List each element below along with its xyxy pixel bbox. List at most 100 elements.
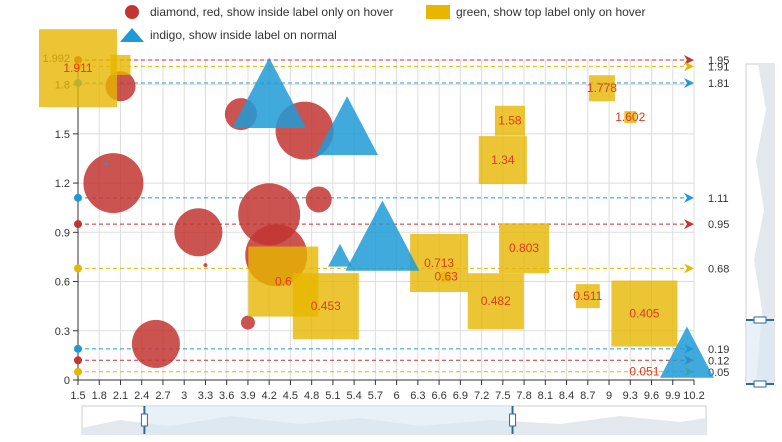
x-tick-label: 4.2 [262, 390, 277, 402]
y-zoom-grip-icon[interactable] [753, 380, 767, 388]
green-square-point[interactable] [39, 29, 117, 108]
mark-line-start-dot [74, 356, 82, 365]
point-label: 1.911 [63, 61, 92, 75]
x-tick-label: 2.4 [134, 390, 149, 402]
x-tick-label: 4.5 [283, 390, 298, 402]
mark-line-arrow [684, 192, 694, 203]
legend: diamond, red, show inside label only on … [120, 5, 645, 42]
mark-line-label: 0.19 [708, 344, 729, 356]
mark-line-arrow [684, 219, 694, 230]
mark-line-arrow [684, 61, 694, 72]
x-zoom-window[interactable] [144, 406, 513, 434]
x-tick-label: 10.2 [683, 390, 704, 402]
green-square-point[interactable] [611, 280, 678, 347]
mark-line-label: 1.95 [708, 55, 729, 67]
red-circle-point[interactable] [305, 186, 332, 213]
x-tick-label: 6.9 [453, 390, 468, 402]
y-tick-label: 0.6 [55, 277, 70, 289]
x-tick-label: 8.4 [559, 390, 574, 402]
green-square-point[interactable] [624, 111, 637, 124]
mark-line-label: 0.12 [708, 355, 729, 367]
x-tick-label: 5.7 [368, 390, 383, 402]
x-tick-label: 3.6 [219, 390, 234, 402]
x-tick-label: 4.8 [304, 390, 319, 402]
green-square-point[interactable] [467, 273, 524, 330]
y-tick-label: 1.5 [55, 129, 70, 141]
x-tick-label: 5.1 [325, 390, 340, 402]
x-tick-label: 7.5 [495, 390, 510, 402]
x-tick-label: 9.9 [665, 390, 680, 402]
x-tick-label: 8.1 [538, 390, 553, 402]
mark-line-arrow [684, 55, 694, 65]
indigo-triangle-point[interactable] [232, 57, 307, 128]
indigo-triangle-point[interactable] [345, 200, 420, 271]
indigo-triangle-point[interactable] [104, 161, 109, 166]
y-tick-label: 0.9 [55, 227, 70, 239]
x-tick-label: 2.7 [155, 390, 170, 402]
point-label: 0.6 [275, 275, 292, 289]
y-tick-label: 0 [64, 375, 70, 387]
red-circle-point[interactable] [203, 263, 208, 268]
x-tick-label: 9 [606, 390, 612, 402]
y-zoom-grip-icon[interactable] [753, 316, 767, 324]
mark-line-start-dot [74, 193, 82, 202]
y-zoom-shadow [754, 64, 774, 384]
red-circle-point[interactable] [240, 315, 255, 330]
x-tick-label: 6 [394, 390, 400, 402]
mark-line-start-dot [74, 367, 82, 376]
y-data-zoom[interactable] [745, 63, 775, 388]
x-tick-label: 7.2 [474, 390, 489, 402]
legend-label[interactable]: green, show top label only on hover [456, 5, 645, 19]
indigo-triangle-point[interactable] [316, 96, 379, 156]
green-square-point[interactable] [588, 75, 615, 102]
green-square-point[interactable] [575, 284, 600, 309]
mark-line-arrow [684, 77, 694, 88]
legend-circle-icon [125, 5, 139, 19]
point-label: 0.453 [311, 299, 341, 313]
x-tick-label: 1.5 [70, 390, 85, 402]
point-label: 0.63 [435, 270, 459, 284]
x-zoom-grip-icon[interactable] [140, 413, 148, 427]
green-square-point[interactable] [292, 273, 359, 340]
indigo-triangle-point[interactable] [659, 326, 714, 378]
x-tick-label: 8.7 [580, 390, 595, 402]
x-tick-label: 1.8 [92, 390, 107, 402]
point-label: 0.803 [509, 241, 539, 255]
green-square-point[interactable] [441, 271, 452, 282]
green-square-point[interactable] [478, 136, 527, 185]
legend-label[interactable]: diamond, red, show inside label only on … [150, 5, 393, 19]
x-tick-label: 9.3 [623, 390, 638, 402]
mark-line-label: 1.91 [708, 61, 729, 73]
point-label: 1.58 [498, 114, 522, 128]
y-tick-label: 1.2 [55, 178, 70, 190]
mark-line-label: 0.05 [708, 367, 729, 379]
mark-line-label: 0.68 [708, 263, 729, 275]
red-circle-point[interactable] [83, 153, 144, 214]
x-tick-label: 9.6 [644, 390, 659, 402]
green-square-point[interactable] [410, 233, 469, 292]
green-square-point[interactable] [494, 105, 525, 136]
x-zoom-grip-icon[interactable] [509, 413, 517, 427]
legend-label[interactable]: indigo, show inside label on normal [150, 28, 337, 42]
green-square-point[interactable] [499, 223, 550, 274]
point-label: 1.778 [587, 81, 617, 95]
mark-line-start-dot [74, 264, 82, 273]
point-label: 0.713 [424, 256, 454, 270]
x-data-zoom[interactable] [81, 405, 707, 435]
indigo-triangle-point[interactable] [327, 243, 352, 267]
mark-line-arrow [684, 263, 694, 274]
mark-line-label: 1.81 [708, 78, 729, 90]
y-tick-label: 0.3 [55, 326, 70, 338]
point-label: 1.602 [615, 110, 645, 124]
y-zoom-window[interactable] [746, 320, 774, 384]
x-tick-label: 6.6 [431, 390, 446, 402]
red-circle-point[interactable] [174, 208, 223, 257]
point-label: 1.34 [491, 153, 515, 167]
legend-triangle-icon [120, 28, 144, 42]
red-circle-point[interactable] [131, 319, 180, 368]
green-square-point[interactable] [110, 54, 131, 75]
legend-square-icon [426, 5, 450, 19]
x-tick-label: 3.9 [240, 390, 255, 402]
